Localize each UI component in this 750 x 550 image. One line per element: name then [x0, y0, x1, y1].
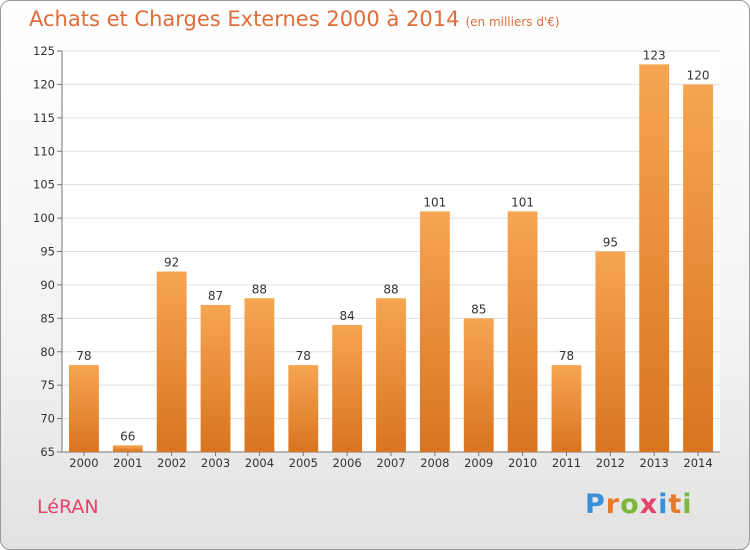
bar	[463, 318, 494, 452]
bar	[288, 365, 319, 452]
data-label: 85	[471, 302, 486, 316]
x-tick-label: 2011	[552, 456, 581, 470]
logo-letter: t	[668, 489, 683, 520]
commune-name: LéRAN	[37, 496, 99, 518]
data-label: 84	[339, 309, 354, 323]
bar	[244, 298, 275, 452]
bar	[332, 325, 363, 452]
x-tick-label: 2014	[683, 456, 712, 470]
chart-title: Achats et Charges Externes 2000 à 2014 (e…	[29, 7, 560, 31]
data-label: 95	[603, 236, 618, 250]
data-label: 92	[164, 256, 179, 270]
x-tick-label: 2004	[245, 456, 274, 470]
x-tick-label: 2013	[640, 456, 669, 470]
x-tick-label: 2003	[201, 456, 230, 470]
y-tick-label: 120	[33, 77, 55, 91]
y-tick-label: 100	[33, 211, 55, 225]
x-tick-label: 2001	[113, 456, 142, 470]
data-label: 78	[559, 349, 574, 363]
y-tick-label: 125	[33, 44, 55, 58]
data-label: 101	[423, 195, 446, 209]
x-tick-label: 2008	[420, 456, 449, 470]
bar	[69, 365, 99, 452]
chart-title-text: Achats et Charges Externes 2000 à 2014	[29, 7, 460, 31]
y-tick-label: 75	[40, 378, 55, 392]
data-label: 88	[252, 282, 267, 296]
x-tick-label: 2002	[157, 456, 186, 470]
y-tick-label: 70	[40, 412, 55, 426]
bar	[200, 304, 231, 452]
bar	[639, 64, 670, 452]
bar	[376, 298, 406, 452]
data-label: 66	[120, 429, 135, 443]
data-label: 87	[208, 289, 223, 303]
data-label: 101	[511, 195, 534, 209]
x-tick-label: 2010	[508, 456, 537, 470]
bar	[156, 271, 187, 452]
x-tick-label: 2007	[376, 456, 405, 470]
y-tick-label: 65	[40, 445, 55, 459]
data-label: 123	[643, 48, 666, 62]
data-label: 78	[296, 349, 311, 363]
data-label: 78	[76, 349, 91, 363]
logo-letter: x	[639, 489, 659, 520]
chart-unit: (en milliers d'€)	[465, 15, 560, 29]
y-tick-label: 115	[33, 111, 55, 125]
bar	[112, 445, 143, 452]
bar	[551, 365, 582, 452]
x-tick-label: 2000	[69, 456, 98, 470]
logo-letter: i	[682, 489, 693, 520]
proxiti-logo: Proxiti	[585, 489, 693, 520]
y-tick-label: 105	[33, 178, 55, 192]
data-label: 88	[383, 282, 398, 296]
x-tick-label: 2012	[596, 456, 625, 470]
y-tick-label: 85	[40, 311, 55, 325]
logo-letter: r	[605, 489, 621, 520]
logo-letter: i	[658, 489, 669, 520]
bar	[595, 251, 626, 452]
y-tick-label: 95	[40, 245, 55, 259]
x-tick-label: 2009	[464, 456, 493, 470]
data-label: 120	[687, 68, 710, 82]
y-tick-label: 80	[40, 345, 55, 359]
bar	[507, 211, 538, 452]
logo-letter: o	[620, 489, 640, 520]
x-tick-label: 2005	[289, 456, 318, 470]
x-tick-label: 2006	[332, 456, 361, 470]
y-tick-label: 110	[33, 144, 55, 158]
bar	[419, 211, 450, 452]
bar	[683, 84, 713, 453]
logo-letter: P	[585, 489, 606, 520]
y-tick-label: 90	[40, 278, 55, 292]
